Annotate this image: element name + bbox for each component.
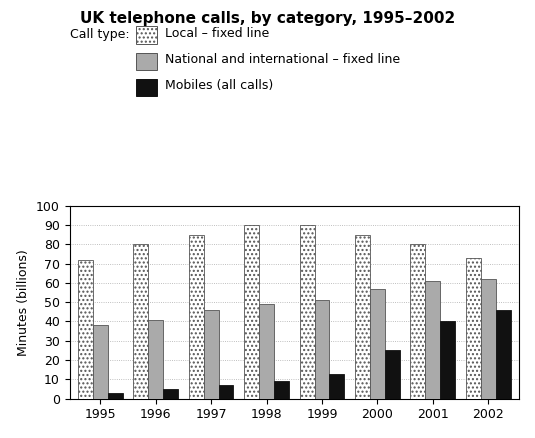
Bar xyxy=(244,225,259,399)
Text: National and international – fixed line: National and international – fixed line xyxy=(165,53,400,66)
Bar xyxy=(133,244,148,399)
Bar xyxy=(355,235,370,399)
Text: Mobiles (all calls): Mobiles (all calls) xyxy=(165,79,273,92)
Bar xyxy=(148,320,163,399)
Bar xyxy=(315,300,330,399)
Text: UK telephone calls, by category, 1995–2002: UK telephone calls, by category, 1995–20… xyxy=(80,11,455,26)
Bar xyxy=(163,389,178,399)
Text: Local – fixed line: Local – fixed line xyxy=(165,27,269,40)
Bar xyxy=(93,325,108,399)
Bar xyxy=(218,385,233,399)
Bar xyxy=(300,225,315,399)
Bar xyxy=(108,393,123,399)
Bar xyxy=(78,260,93,399)
Bar xyxy=(440,321,455,399)
Bar xyxy=(259,304,274,399)
Bar xyxy=(370,289,385,399)
Bar xyxy=(481,279,496,399)
Bar xyxy=(274,381,289,399)
Bar xyxy=(203,310,218,399)
Bar xyxy=(188,235,203,399)
Bar xyxy=(496,310,511,399)
Bar xyxy=(425,281,440,399)
Bar xyxy=(466,258,481,399)
Bar xyxy=(385,350,400,399)
Text: Call type:: Call type: xyxy=(70,28,129,42)
Bar xyxy=(410,244,425,399)
Bar xyxy=(330,374,345,399)
Y-axis label: Minutes (billions): Minutes (billions) xyxy=(18,249,30,356)
